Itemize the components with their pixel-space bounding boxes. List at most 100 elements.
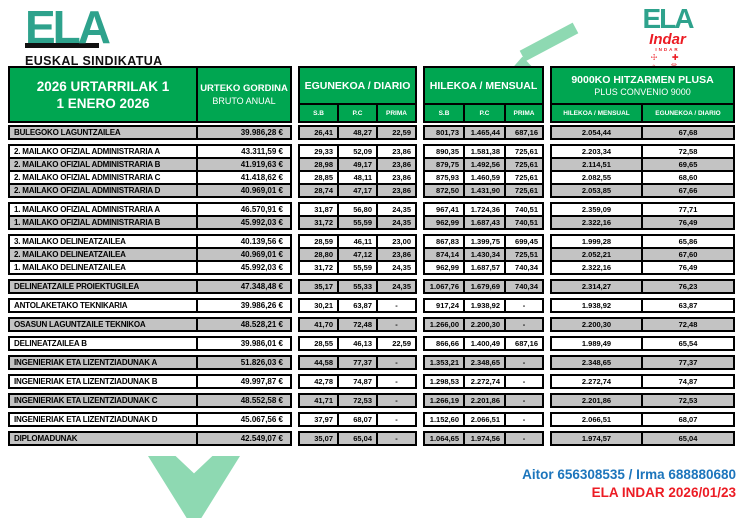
row-group: 2. MAILAKO OFIZIAL ADMINISTRARIA A 43.311… xyxy=(8,144,738,198)
monthly-sb-cell: 1.353,21 xyxy=(423,355,465,370)
annual-gross-cell: 48.552,58 € xyxy=(196,393,292,408)
daily-section: 42,78 74,87- xyxy=(298,374,417,389)
row-group: INGENIERIAK ETA LIZENTZIADUNAK B 49.997,8… xyxy=(8,374,738,389)
plus-monthly-cell: 2.201,86 xyxy=(550,393,643,408)
monthly-prima-cell: - xyxy=(504,412,544,427)
monthly-pc-cell: 1.679,69 xyxy=(463,279,506,294)
table-row: ANTOLAKETAKO TEKNIKARIA 39.986,26 €30,21 6… xyxy=(8,298,738,313)
annual-gross-cell: 48.528,21 € xyxy=(196,317,292,332)
row-group: DELINEATZAILE PROIEKTUGILEA 47.348,48 € 35… xyxy=(8,279,738,294)
daily-subheader-row: S.B P.C PRIMA xyxy=(298,103,417,123)
annual-gross-cell: 40.969,01 € xyxy=(196,183,292,198)
monthly-prima-cell: 725,61 xyxy=(504,183,544,198)
plus-daily-cell: 76,49 xyxy=(641,260,735,275)
table-row: INGENIERIAK ETA LIZENTZIADUNAK C 48.552,5… xyxy=(8,393,738,408)
daily-sb-cell: 28,74 xyxy=(298,183,339,198)
daily-section: 31,87 56,80 24,35 xyxy=(298,202,417,217)
plus9000-spanish: PLUS CONVENIO 9000 xyxy=(594,86,691,97)
monthly-sb-cell: 1.152,60 xyxy=(423,412,465,427)
job-title-cell: DELINEATZAILE PROIEKTUGILEA xyxy=(8,279,198,294)
plus-daily-cell: 76,23 xyxy=(641,279,735,294)
mint-accent-stroke-icon xyxy=(519,22,579,62)
daily-section: 37,97 68,07- xyxy=(298,412,417,427)
daily-sb-cell: 42,78 xyxy=(298,374,339,389)
plus-daily-cell: 67,68 xyxy=(641,125,735,140)
daily-section: 35,07 65,04- xyxy=(298,431,417,446)
daily-sb-cell: 41,71 xyxy=(298,393,339,408)
row-group: INGENIERIAK ETA LIZENTZIADUNAK C 48.552,5… xyxy=(8,393,738,408)
row-group: 1. MAILAKO OFIZIAL ADMINISTRARIA A 46.570… xyxy=(8,202,738,230)
table-body: BULEGOKO LAGUNTZAILEA 39.986,28 € 26,41 48,… xyxy=(8,125,738,446)
daily-pc-header: P.C xyxy=(337,103,378,123)
plus-monthly-cell: 2.200,30 xyxy=(550,317,643,332)
plus-daily-cell: 68,07 xyxy=(641,412,735,427)
table-header: 2026 URTARRILAK 1 1 ENERO 2026 URTEKO GO… xyxy=(8,66,738,123)
daily-sb-cell: 28,55 xyxy=(298,336,339,351)
monthly-pc-cell: 2.348,65 xyxy=(463,355,506,370)
plus-monthly-cell: 2.272,74 xyxy=(550,374,643,389)
indar-wordmark: Indar xyxy=(649,31,686,48)
daily-section: 28,55 46,13 22,59 xyxy=(298,336,417,351)
monthly-prima-cell: - xyxy=(504,393,544,408)
plus9000-basque: 9000KO HITZARMEN PLUSA xyxy=(571,73,714,86)
table-row: DELINEATZAILEA B 39.986,01 € 28,55 46,13 22,… xyxy=(8,336,738,351)
monthly-section: 801,73 1.465,44 687,16 xyxy=(423,125,544,140)
monthly-section: 1.353,21 2.348,65- xyxy=(423,355,544,370)
plus-daily-cell: 74,87 xyxy=(641,374,735,389)
plus9000-section: 2.066,51 68,07 xyxy=(550,412,735,427)
daily-sb-cell: 30,21 xyxy=(298,298,339,313)
monthly-section: 1.064,65 1.974,56- xyxy=(423,431,544,446)
monthly-section: 867,83 1.399,75 699,45 xyxy=(423,234,544,249)
ela-logo: ELA EUSKAL SINDIKATUA xyxy=(25,4,163,68)
indar-small-label: INDAR xyxy=(655,47,680,52)
plus-monthly-cell: 2.053,85 xyxy=(550,183,643,198)
plus-monthly-cell: 1.974,57 xyxy=(550,431,643,446)
table-row: INGENIERIAK ETA LIZENTZIADUNAK B 49.997,8… xyxy=(8,374,738,389)
annual-gross-spanish: BRUTO ANUAL xyxy=(212,96,276,106)
plus-monthly-cell: 2.348,65 xyxy=(550,355,643,370)
daily-pc-cell: 74,87 xyxy=(337,374,378,389)
name-annual-section: INGENIERIAK ETA LIZENTZIADUNAK B 49.997,8… xyxy=(8,374,292,389)
monthly-prima-cell: - xyxy=(504,355,544,370)
monthly-sb-cell: 872,50 xyxy=(423,183,465,198)
name-annual-section: INGENIERIAK ETA LIZENTZIADUNAK A 51.826,0… xyxy=(8,355,292,370)
daily-prima-cell: 22,59 xyxy=(376,125,417,140)
plus9000-section: 2.054,44 67,68 xyxy=(550,125,735,140)
monthly-sb-header: S.B xyxy=(423,103,465,123)
monthly-prima-header: PRIMA xyxy=(504,103,544,123)
plus9000-section: 2.322,16 76,49 xyxy=(550,215,735,230)
monthly-sb-cell: 1.064,65 xyxy=(423,431,465,446)
daily-prima-cell: 24,35 xyxy=(376,279,417,294)
annual-gross-cell: 39.986,26 € xyxy=(196,298,292,313)
monthly-pc-cell: 2.066,51 xyxy=(463,412,506,427)
monthly-section: 1.266,00 2.200,30- xyxy=(423,317,544,332)
name-annual-section: BULEGOKO LAGUNTZAILEA 39.986,28 € xyxy=(8,125,292,140)
job-title-cell: 1. MAILAKO OFIZIAL ADMINISTRARIA B xyxy=(8,215,198,230)
table-row: 2. MAILAKO DELINEATZAILEA 40.969,01 €28,8… xyxy=(8,247,738,262)
plus-monthly-cell: 2.054,44 xyxy=(550,125,643,140)
monthly-sb-cell: 1.298,53 xyxy=(423,374,465,389)
daily-prima-header: PRIMA xyxy=(376,103,417,123)
plus9000-subheader-row: HILEKOA / MENSUAL EGUNEKOA / DIARIO xyxy=(550,103,735,123)
daily-section: 29,33 52,09 23,86 xyxy=(298,144,417,159)
row-group: INGENIERIAK ETA LIZENTZIADUNAK D 45.067,5… xyxy=(8,412,738,427)
monthly-prima-cell: - xyxy=(504,374,544,389)
plus9000-section: 2.201,86 72,53 xyxy=(550,393,735,408)
daily-pc-cell: 68,07 xyxy=(337,412,378,427)
daily-sb-cell: 35,17 xyxy=(298,279,339,294)
monthly-pc-cell: 1.687,43 xyxy=(463,215,506,230)
annual-gross-cell: 51.826,03 € xyxy=(196,355,292,370)
plus9000-section: 2.053,85 67,66 xyxy=(550,183,735,198)
name-annual-section: INGENIERIAK ETA LIZENTZIADUNAK D 45.067,5… xyxy=(8,412,292,427)
daily-section: 28,59 46,11 23,00 xyxy=(298,234,417,249)
daily-pc-cell: 77,37 xyxy=(337,355,378,370)
daily-pc-cell: 65,04 xyxy=(337,431,378,446)
plus-monthly-cell: 1.989,49 xyxy=(550,336,643,351)
plus-daily-cell: 76,49 xyxy=(641,215,735,230)
daily-section: 41,70 72,48- xyxy=(298,317,417,332)
daily-prima-cell: 24,35 xyxy=(376,215,417,230)
plus-monthly-cell: 1.938,92 xyxy=(550,298,643,313)
monthly-sb-cell: 1.067,76 xyxy=(423,279,465,294)
table-row: DELINEATZAILE PROIEKTUGILEA 47.348,48 € 35… xyxy=(8,279,738,294)
